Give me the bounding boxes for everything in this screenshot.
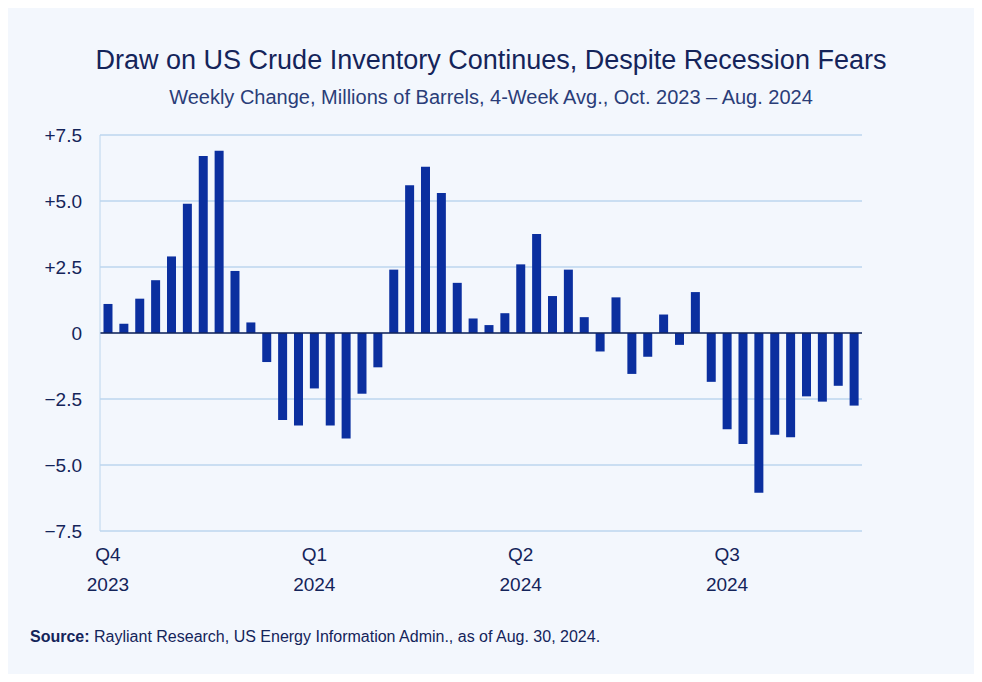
svg-text:Q2: Q2 [508,544,533,565]
svg-text:−5.0: −5.0 [44,455,82,476]
svg-text:Q4: Q4 [95,544,121,565]
svg-text:0: 0 [71,323,82,344]
svg-text:−7.5: −7.5 [44,521,82,542]
svg-text:2023: 2023 [87,574,129,595]
svg-text:+7.5: +7.5 [44,125,82,146]
svg-text:+2.5: +2.5 [44,257,82,278]
html-text:Source: Rayliant Research, US: Source: Rayliant Research, US Energy Inf… [30,628,601,645]
svg-text:2024: 2024 [706,574,749,595]
html-text:Draw on US Crude Inventory Con: Draw on US Crude Inventory Continues, De… [95,45,887,75]
svg-text:−2.5: −2.5 [44,389,82,410]
svg-text:Q1: Q1 [302,544,327,565]
svg-text:2024: 2024 [500,574,543,595]
svg-text:2024: 2024 [293,574,336,595]
svg-text:+5.0: +5.0 [44,191,82,212]
html-text:Weekly Change, Millions of Bar: Weekly Change, Millions of Barrels, 4-We… [169,86,813,108]
svg-text:Q3: Q3 [714,544,739,565]
